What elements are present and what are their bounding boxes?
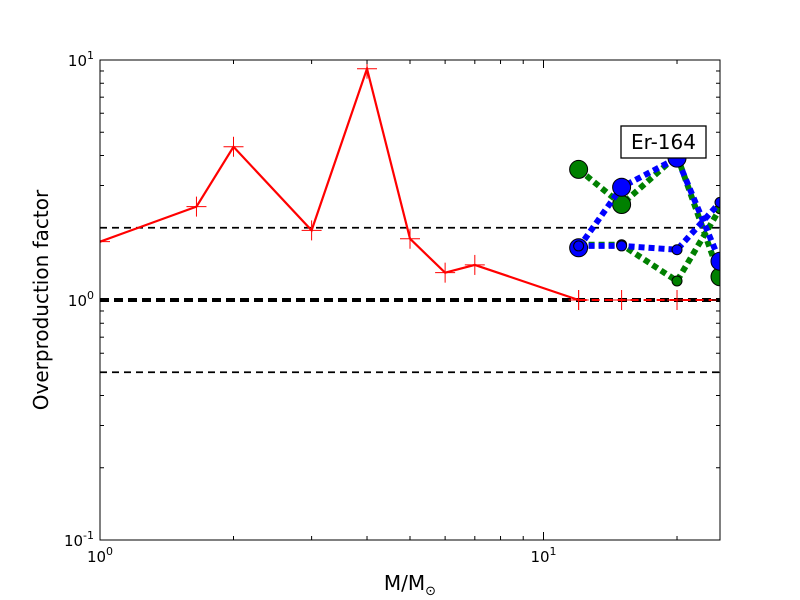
circle-marker <box>569 159 589 179</box>
annotation-label: Er-164 <box>631 130 696 154</box>
x-axis-title-sub: ⊙ <box>425 584 436 599</box>
series-0 <box>100 60 589 310</box>
annotation-box: Er-164 <box>620 125 707 159</box>
x-tick-label-base: 10 <box>87 548 106 566</box>
circle-marker <box>714 196 720 208</box>
y-tick-label: 101 <box>68 49 94 70</box>
annotation-frame <box>620 125 707 159</box>
circle-marker <box>710 267 720 287</box>
circle-marker <box>612 177 632 197</box>
x-tick-label-exp: 0 <box>106 545 113 558</box>
x-axis-title-main: M/M <box>384 571 425 595</box>
series-line <box>576 150 720 278</box>
x-tick-label-exp: 1 <box>550 545 557 558</box>
y-tick-label-base: 10 <box>68 52 87 70</box>
x-tick-label: 101 <box>530 545 556 566</box>
circle-marker <box>671 275 683 287</box>
y-tick-label-exp: 1 <box>87 49 94 62</box>
y-tick-label-base: 10 <box>64 532 83 550</box>
circle-marker <box>671 244 683 256</box>
series-5 <box>573 196 720 256</box>
series-line <box>576 153 720 263</box>
circle-marker <box>710 251 720 271</box>
x-tick-label-base: 10 <box>530 548 549 566</box>
y-tick-label: 100 <box>68 289 94 310</box>
series-layer <box>100 60 720 310</box>
x-axis-title: M/M⊙ <box>384 571 436 599</box>
series-line <box>578 200 720 253</box>
y-tick-label-exp: 0 <box>87 289 94 302</box>
circle-marker <box>573 240 585 252</box>
y-tick-label-base: 10 <box>68 292 87 310</box>
y-tick-label: 10-1 <box>64 529 94 550</box>
circle-marker <box>616 240 628 252</box>
reference-lines <box>100 226 720 374</box>
x-tick-label: 100 <box>87 545 113 566</box>
y-axis-title: Overproduction factor <box>29 189 53 410</box>
y-tick-label-exp: -1 <box>83 529 94 542</box>
